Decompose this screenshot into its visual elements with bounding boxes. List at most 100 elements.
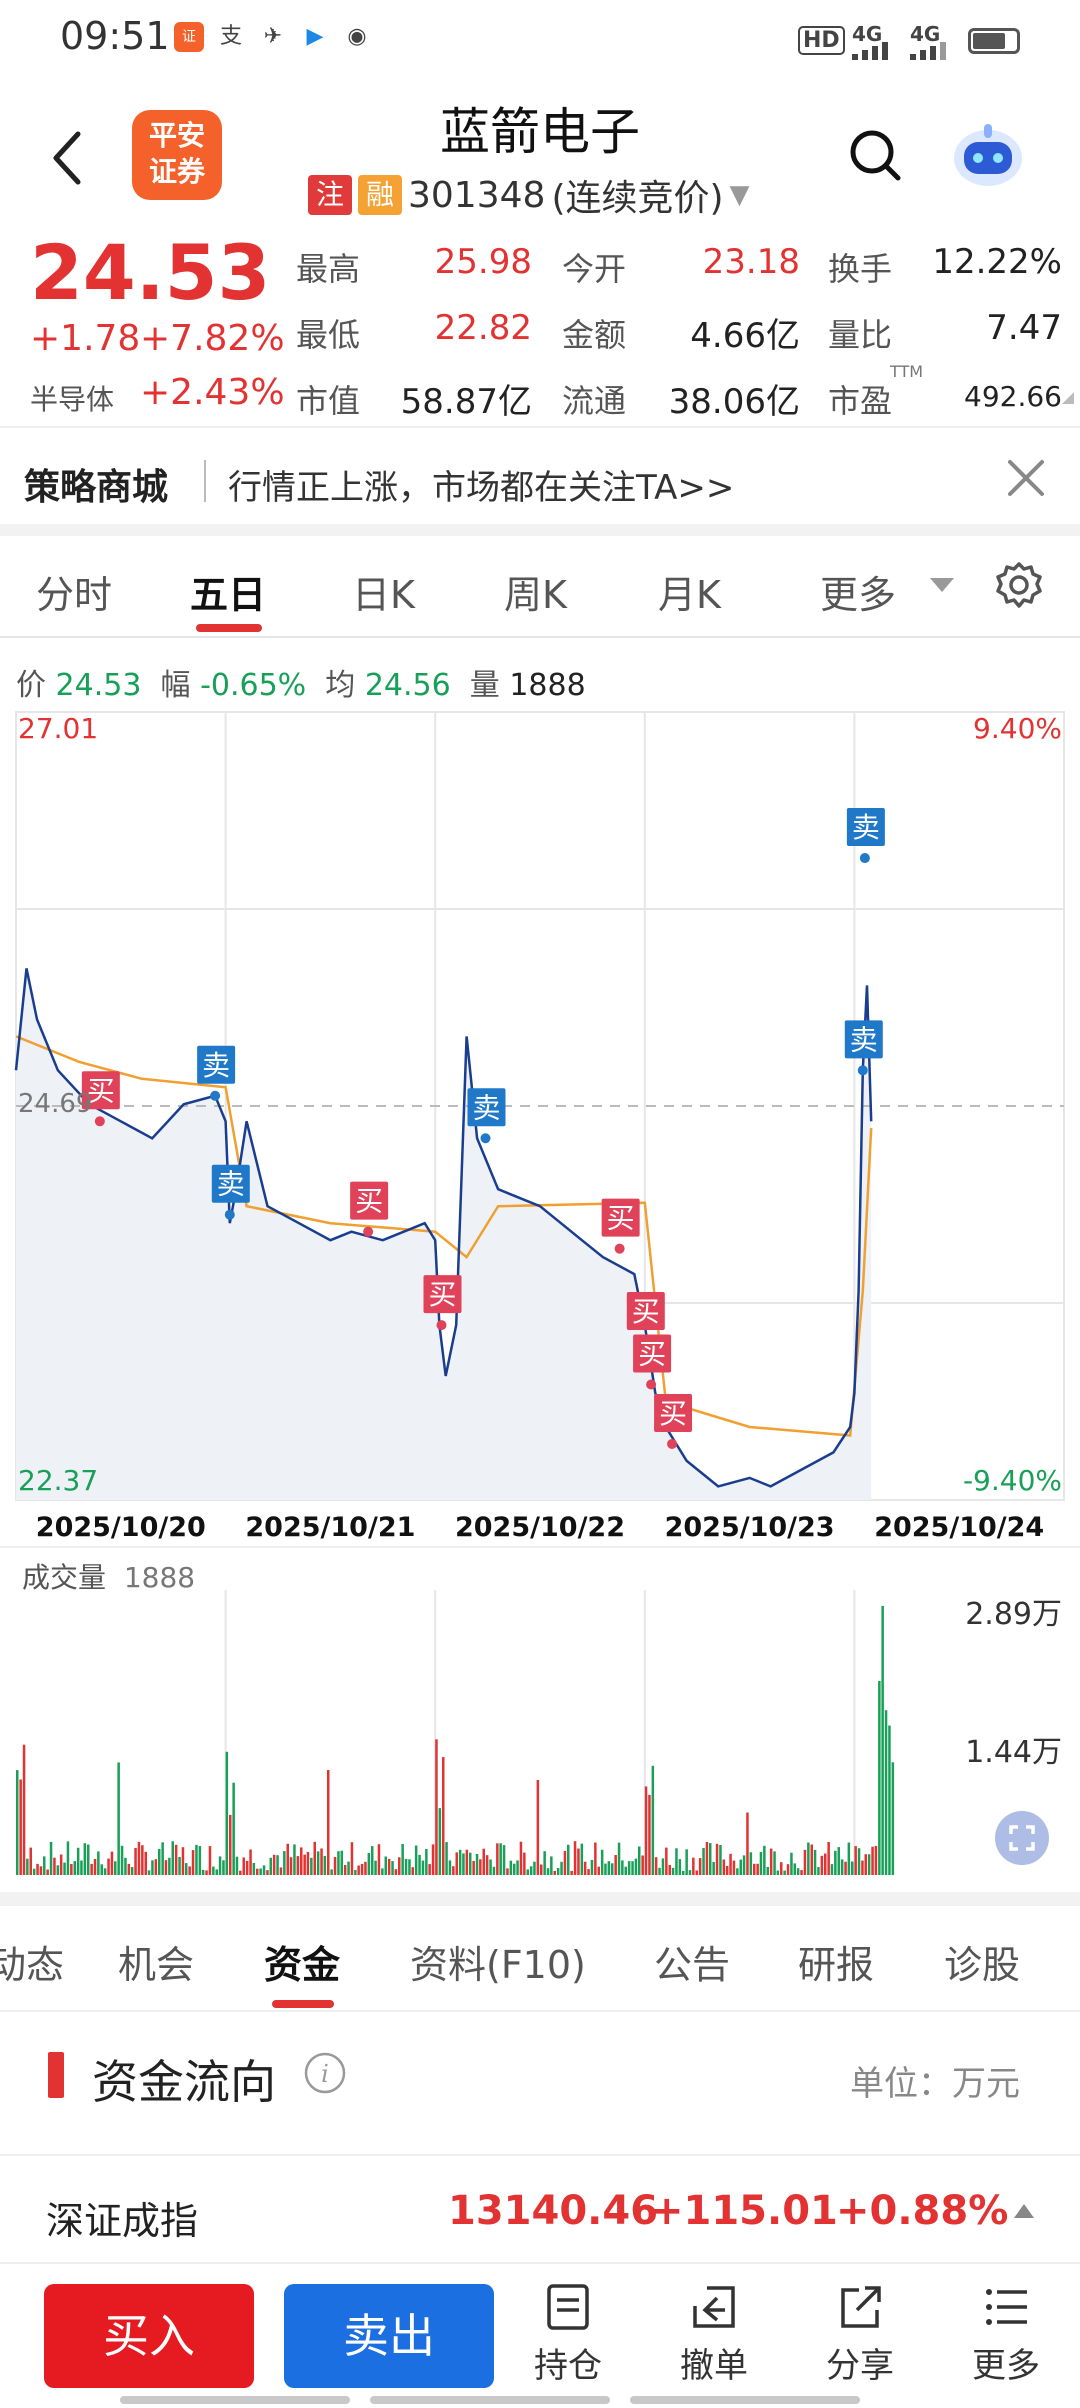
tab-five-day[interactable]: 五日 bbox=[190, 573, 267, 617]
volume-bar bbox=[516, 1860, 519, 1875]
volume-bar bbox=[550, 1856, 553, 1875]
volume-chart[interactable]: 2.89万 1.44万 bbox=[0, 1590, 1080, 1880]
buy-button[interactable]: 买入 bbox=[44, 2284, 254, 2388]
volume-bar bbox=[428, 1864, 431, 1875]
volume-bar bbox=[293, 1844, 296, 1875]
volume-bar bbox=[276, 1855, 279, 1875]
buy-signal: 买 bbox=[81, 1071, 120, 1127]
low-value: 22.82 bbox=[434, 308, 532, 348]
volume-bar bbox=[144, 1851, 147, 1875]
holdings-button[interactable]: 持仓 bbox=[518, 2282, 618, 2402]
tab-announcements[interactable]: 公告 bbox=[654, 1943, 731, 1987]
volume-bar bbox=[218, 1856, 222, 1875]
volume-bar bbox=[438, 1808, 442, 1875]
tab-f10[interactable]: 资料(F10) bbox=[410, 1943, 586, 1987]
pe-label: 市盈 bbox=[828, 382, 893, 420]
volume-bar bbox=[682, 1871, 685, 1875]
volume-bar bbox=[283, 1851, 286, 1875]
tab-opportunity[interactable]: 机会 bbox=[118, 1943, 195, 1987]
banner-divider bbox=[204, 460, 206, 502]
volume-bar bbox=[371, 1846, 374, 1875]
banner-text[interactable]: 行情正上涨，市场都在关注TA>> bbox=[228, 468, 735, 508]
tab-intraday[interactable]: 分时 bbox=[36, 573, 113, 617]
volume-bar bbox=[651, 1765, 655, 1875]
volume-bar bbox=[49, 1841, 53, 1875]
buy-signal: 买 bbox=[423, 1275, 462, 1331]
volume-bar bbox=[756, 1863, 759, 1875]
close-icon[interactable] bbox=[1004, 456, 1048, 500]
signal-label: 买 bbox=[632, 1295, 660, 1328]
volume-bar bbox=[725, 1865, 729, 1875]
sell-button[interactable]: 卖出 bbox=[284, 2284, 494, 2388]
back-arrow-icon[interactable] bbox=[48, 128, 88, 188]
share-icon bbox=[841, 2286, 881, 2328]
amount-label: 金额 bbox=[562, 316, 627, 354]
search-icon[interactable] bbox=[848, 128, 902, 182]
gear-icon[interactable] bbox=[994, 560, 1044, 610]
tab-news[interactable]: 动态 bbox=[0, 1943, 65, 1987]
volume-bar bbox=[479, 1859, 482, 1875]
fullscreen-icon[interactable] bbox=[994, 1810, 1050, 1866]
price-area bbox=[16, 968, 872, 1500]
tab-monthly-k[interactable]: 月K bbox=[658, 573, 721, 617]
share-button[interactable]: 分享 bbox=[810, 2282, 910, 2402]
sector-label[interactable]: 半导体 bbox=[30, 383, 115, 416]
info-icon[interactable]: i bbox=[304, 2052, 346, 2094]
volume-bar bbox=[161, 1842, 164, 1875]
volume-bar bbox=[790, 1852, 793, 1875]
volume-bar bbox=[442, 1757, 445, 1875]
volume-bar bbox=[685, 1849, 688, 1875]
volume-bar bbox=[891, 1762, 895, 1875]
volume-bar bbox=[502, 1845, 506, 1875]
volume-bar bbox=[688, 1870, 692, 1875]
volume-bar bbox=[614, 1855, 617, 1875]
volume-bar bbox=[120, 1845, 124, 1875]
volume-bar bbox=[333, 1857, 337, 1875]
volume-bar bbox=[323, 1855, 327, 1875]
volume-bar bbox=[712, 1862, 715, 1875]
tab-weekly-k[interactable]: 周K bbox=[504, 573, 567, 617]
more-button[interactable]: 更多 bbox=[956, 2282, 1056, 2402]
collapse-arrow-icon[interactable] bbox=[1014, 2204, 1034, 2218]
volume-bar bbox=[661, 1858, 665, 1875]
date-tick: 2025/10/23 bbox=[665, 1512, 835, 1543]
volume-bar bbox=[739, 1859, 742, 1875]
volume-bar bbox=[215, 1869, 218, 1875]
volume-bar bbox=[834, 1850, 837, 1875]
volume-bar bbox=[722, 1859, 726, 1875]
cancel-order-button[interactable]: 撤单 bbox=[664, 2282, 764, 2402]
volume-bar bbox=[658, 1867, 661, 1875]
average-price-line bbox=[15, 1035, 873, 1437]
volume-bar bbox=[73, 1861, 76, 1875]
volume-bar bbox=[813, 1849, 817, 1875]
amount-value: 4.66亿 bbox=[690, 316, 800, 356]
volume-bar bbox=[26, 1858, 29, 1875]
section-gap bbox=[0, 524, 1080, 536]
tab-research[interactable]: 研报 bbox=[798, 1943, 875, 1987]
sell-signal: 卖 bbox=[197, 1045, 236, 1101]
volume-bar bbox=[458, 1849, 462, 1875]
index-name[interactable]: 深证成指 bbox=[46, 2199, 199, 2243]
buy-signal: 买 bbox=[633, 1334, 672, 1390]
tab-diagnosis[interactable]: 诊股 bbox=[944, 1943, 1021, 1987]
stock-code-row[interactable]: 注 融 301348 (连续竞价) ▼ bbox=[308, 172, 750, 219]
y-min-label: 22.37 bbox=[18, 1464, 98, 1497]
turnover-value: 12.22% bbox=[932, 242, 1062, 282]
ai-robot-icon[interactable] bbox=[950, 120, 1026, 190]
volume-bar bbox=[350, 1842, 354, 1875]
tab-more[interactable]: 更多 bbox=[820, 573, 897, 617]
volume-bar bbox=[296, 1856, 300, 1875]
volume-bar bbox=[66, 1841, 70, 1875]
pct-max-label: 9.40% bbox=[973, 712, 1062, 745]
volume-label: 成交量 1888 bbox=[22, 1561, 196, 1594]
chart-info-line: 价 24.53 幅 -0.65% 均 24.56 量 1888 bbox=[16, 668, 586, 703]
banner-title[interactable]: 策略商城 bbox=[24, 467, 169, 508]
sector-change[interactable]: +2.43% bbox=[140, 372, 285, 413]
open-label: 今开 bbox=[562, 250, 627, 288]
tab-daily-k[interactable]: 日K bbox=[352, 573, 415, 617]
tab-funds[interactable]: 资金 bbox=[264, 1943, 341, 1987]
wechat-icon: ◉ bbox=[347, 24, 367, 49]
volume-bar bbox=[573, 1841, 577, 1875]
volume-bar bbox=[793, 1863, 796, 1875]
